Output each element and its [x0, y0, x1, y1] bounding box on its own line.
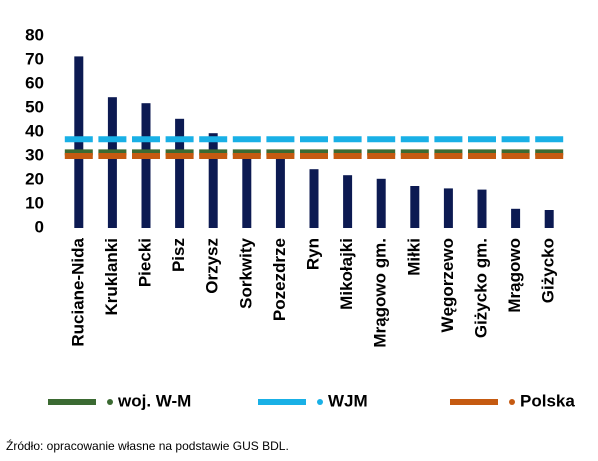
x-tick-label: Ryn	[303, 238, 322, 270]
y-tick-label: 40	[25, 121, 44, 140]
bar	[309, 169, 319, 228]
x-tick-label: Piecki	[135, 238, 154, 287]
legend-label: woj. W-M	[117, 391, 191, 410]
bar	[107, 97, 117, 228]
x-tick-label: Pozezdrze	[270, 238, 289, 321]
legend-label: WJM	[328, 391, 368, 410]
bar	[443, 188, 453, 228]
x-tick-label: Mikołajki	[337, 238, 356, 310]
y-tick-label: 80	[25, 25, 44, 44]
legend-dot	[317, 399, 323, 405]
bar	[141, 103, 151, 228]
bar	[544, 210, 554, 228]
x-tick-label: Miłki	[404, 238, 423, 276]
x-tick-label: Kruklanki	[102, 238, 121, 315]
x-tick-label: Pisz	[169, 238, 188, 272]
source-note: Źródło: opracowanie własne na podstawie …	[6, 438, 289, 453]
x-tick-label: Orzysz	[203, 238, 222, 294]
y-tick-label: 20	[25, 169, 44, 188]
bar	[175, 118, 185, 228]
bar	[376, 178, 386, 228]
bar	[410, 186, 420, 228]
bar	[477, 189, 487, 228]
bar	[343, 175, 353, 228]
y-tick-label: 30	[25, 145, 44, 164]
x-tick-label: Giżycko gm.	[471, 238, 490, 338]
legend-dot	[107, 399, 113, 405]
legend-label: Polska	[520, 391, 575, 410]
y-tick-label: 50	[25, 97, 44, 116]
x-tick-label: Węgorzewo	[438, 238, 457, 332]
bar	[242, 153, 252, 228]
bar	[275, 157, 285, 228]
y-tick-label: 0	[35, 217, 44, 236]
x-tick-label: Ruciane-Nida	[68, 237, 87, 346]
x-tick-label: Giżycko	[539, 238, 558, 303]
y-tick-label: 70	[25, 49, 44, 68]
bar	[74, 56, 84, 229]
x-tick-label: Mrągowo	[505, 238, 524, 313]
legend-dot	[509, 399, 515, 405]
x-tick-label: Mrągowo gm.	[371, 238, 390, 348]
y-tick-label: 60	[25, 73, 44, 92]
y-tick-label: 10	[25, 193, 44, 212]
bar	[208, 133, 218, 228]
x-tick-label: Sorkwity	[236, 237, 255, 308]
bar	[511, 208, 521, 228]
